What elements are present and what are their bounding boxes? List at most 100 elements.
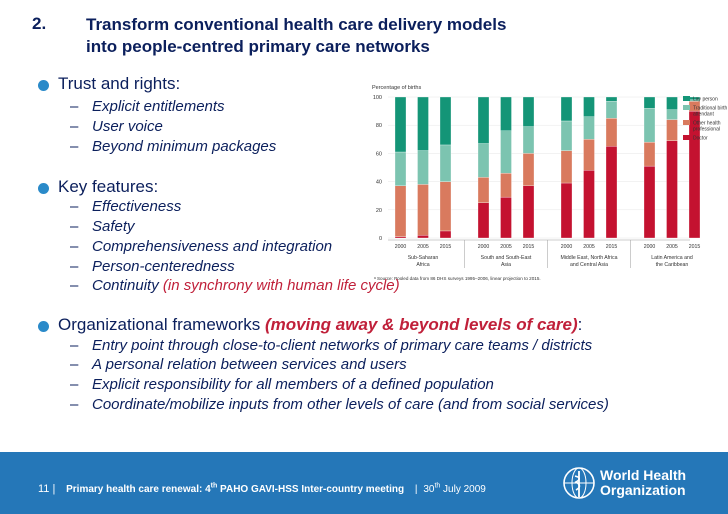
bullet-icon xyxy=(38,321,49,332)
chart-legend-label: Other health xyxy=(693,121,721,127)
chart-bar-segment xyxy=(643,108,656,143)
chart-legend-label: professional xyxy=(693,127,720,133)
chart-bar-segment xyxy=(560,96,573,122)
chart-bar-segment xyxy=(394,185,407,237)
chart-group-label: Africa xyxy=(416,262,429,268)
chart-bar-segment xyxy=(439,96,452,146)
chart-bar-segment xyxy=(394,151,407,186)
footer-text: 11 | Primary health care renewal: 4th PA… xyxy=(38,483,486,495)
chart-legend-swatch xyxy=(683,120,690,125)
dash: – xyxy=(70,98,79,115)
chart-y-tick-label: 20 xyxy=(376,208,382,214)
feature-item: – Effectiveness xyxy=(70,198,181,215)
chart-bar-segment xyxy=(560,150,573,184)
dash: – xyxy=(70,356,79,373)
chart-bar-segment xyxy=(477,96,490,144)
trust-item-text: Explicit entitlements xyxy=(92,98,225,115)
who-emblem-icon xyxy=(563,467,595,499)
chart-x-tick-label: 2005 xyxy=(666,244,678,250)
org-heading-text: Organizational frameworks xyxy=(58,315,261,334)
features-heading: Key features: xyxy=(58,177,159,196)
trust-item-text: User voice xyxy=(92,118,163,135)
trust-item-text: Beyond minimum packages xyxy=(92,138,277,155)
page-number: 11 | xyxy=(38,483,56,496)
chart-bar-segment xyxy=(643,165,656,239)
chart-x-tick-label: 2015 xyxy=(689,244,701,250)
chart-x-tick-label: 2000 xyxy=(395,244,407,250)
chart-bar-segment xyxy=(560,120,573,151)
dash: – xyxy=(70,218,79,235)
trust-heading: Trust and rights: xyxy=(58,74,181,93)
footer-bar: 11 | Primary health care renewal: 4th PA… xyxy=(0,452,728,514)
chart-legend-swatch xyxy=(683,96,690,101)
chart-bar-segment xyxy=(666,119,678,141)
chart-bar-segment xyxy=(477,202,490,239)
chart-bar-segment xyxy=(583,170,595,239)
chart-bar-segment xyxy=(583,139,595,171)
chart-group-label: South and South-East xyxy=(481,255,532,261)
feature-item-text: Continuity xyxy=(92,277,159,294)
chart-bar-segment xyxy=(522,96,535,127)
dash: – xyxy=(70,337,79,354)
dash: – xyxy=(70,258,79,275)
chart-bar-segment xyxy=(439,230,452,239)
chart-bar-segment xyxy=(666,96,678,110)
chart-group-label: and Central Asia xyxy=(570,262,608,268)
chart-x-tick-label: 2005 xyxy=(583,244,595,250)
chart-legend-label: Lay person xyxy=(693,97,718,103)
chart-bar-segment xyxy=(500,96,512,131)
chart-bar-segment xyxy=(417,96,429,151)
org-heading: Organizational frameworks (moving away &… xyxy=(58,315,582,335)
org-item: – A personal relation between services an… xyxy=(70,356,407,373)
chart-group-label: Sub-Saharan xyxy=(408,255,439,261)
chart-x-tick-label: 2015 xyxy=(440,244,452,250)
chart-bar-segment xyxy=(560,182,573,239)
chart-bar-segment xyxy=(605,96,618,102)
chart-bar-segment xyxy=(583,116,595,140)
chart-bar-segment xyxy=(394,236,407,239)
chart-x-tick-label: 2000 xyxy=(644,244,656,250)
footer-separator: | xyxy=(414,484,418,496)
chart-bar-segment xyxy=(417,235,429,239)
chart-y-axis-label: Percentage of births xyxy=(372,85,421,91)
chart-group-label: Asia xyxy=(501,262,511,268)
dash: – xyxy=(70,277,79,294)
feature-item: – Continuity (in synchrony with human lif… xyxy=(70,277,400,294)
chart-y-tick-label: 100 xyxy=(373,95,382,101)
chart-bar-segment xyxy=(522,153,535,186)
org-item: – Explicit responsibility for all members… xyxy=(70,376,494,393)
chart-y-tick-label: 40 xyxy=(376,180,382,186)
chart-x-tick-label: 2000 xyxy=(561,244,573,250)
chart-source-note: ᵃ Source: Pooled data from 86 DHS survey… xyxy=(374,276,541,281)
org-item: – Entry point through close-to-client net… xyxy=(70,337,592,354)
chart-x-tick-label: 2000 xyxy=(478,244,490,250)
org-item-text: Explicit responsibility for all members … xyxy=(92,376,494,393)
chart-bar-segment xyxy=(583,96,595,117)
chart-bar-segment xyxy=(522,126,535,154)
chart-legend-label: attendant xyxy=(693,112,714,118)
chart-bar-segment xyxy=(500,172,512,198)
chart-y-tick-label: 60 xyxy=(376,151,382,157)
chart-y-tick-label: 80 xyxy=(376,123,382,129)
feature-item-text: Person-centeredness xyxy=(92,258,235,275)
chart-bar-segment xyxy=(605,146,618,239)
chart-x-tick-label: 2015 xyxy=(606,244,618,250)
chart-bar-segment xyxy=(500,196,512,239)
chart-x-tick-label: 2005 xyxy=(417,244,429,250)
chart-bar-segment xyxy=(605,101,618,119)
births-attendance-chart: Percentage of births 0 20 40 60 80 100 2000 20… xyxy=(372,85,727,281)
dash: – xyxy=(70,376,79,393)
dash: – xyxy=(70,238,79,255)
chart-bar-segment xyxy=(522,185,535,239)
footer-meeting: Primary health care renewal: 4th PAHO GA… xyxy=(66,483,405,496)
trust-item: – Explicit entitlements xyxy=(70,98,225,115)
chart-bar-segment xyxy=(477,177,490,203)
chart-legend-swatch xyxy=(683,105,690,110)
continuity-note: (in synchrony with human life cycle) xyxy=(162,277,400,294)
org-heading-colon: : xyxy=(577,315,583,334)
chart-y-tick-label: 0 xyxy=(379,236,382,242)
chart-bar-segment xyxy=(643,141,656,167)
footer-date: 30th July 2009 xyxy=(423,483,486,496)
org-item-text: Coordinate/mobilize inputs from other le… xyxy=(92,396,609,413)
chart-bar-segment xyxy=(477,143,490,178)
